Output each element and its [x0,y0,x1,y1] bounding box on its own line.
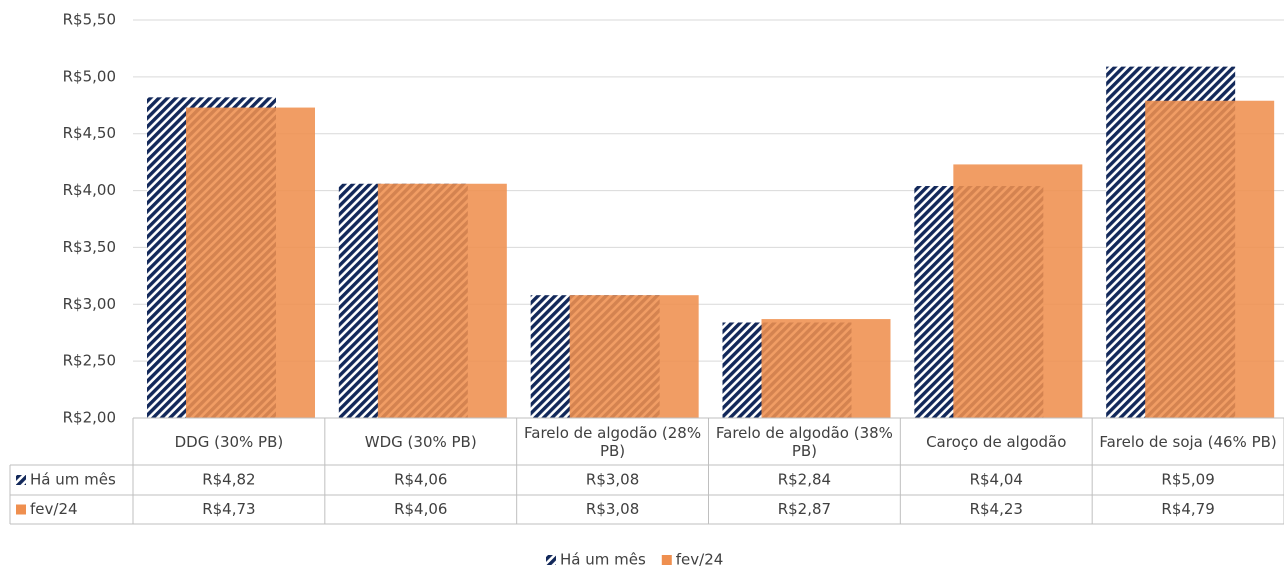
y-tick-label: R$4,50 [63,124,116,142]
table-value: R$4,82 [202,471,255,489]
y-tick-label: R$2,00 [63,409,116,427]
table-value: R$4,06 [394,500,447,518]
bar [569,295,699,418]
table-series-name: fev/24 [30,500,78,518]
category-label-box: Caroço de algodão [926,432,1067,451]
y-tick-label: R$3,00 [63,295,116,313]
table-value: R$2,84 [778,471,831,489]
category-label: Farelo de algodão (28% PB) [524,423,702,460]
category-label: Farelo de algodão (38% PB) [715,423,893,460]
category-label: DDG (30% PB) [174,432,284,451]
table-value: R$5,09 [1161,471,1214,489]
category-label-box: Farelo de algodão (38% PB) [715,423,893,460]
table-value: R$3,08 [586,500,639,518]
category-label-box: Farelo de algodão (28% PB) [524,423,702,460]
category-label-box: Farelo de soja (46% PB) [1099,432,1277,451]
table-value: R$4,23 [970,500,1023,518]
y-tick-label: R$2,50 [63,352,116,370]
category-label: Farelo de soja (46% PB) [1099,432,1277,451]
bar [377,183,507,418]
bar [186,107,315,418]
table-series-name: Há um mês [30,471,116,489]
table-value: R$4,79 [1161,500,1214,518]
category-label-box: WDG (30% PB) [364,432,477,451]
category-label: Caroço de algodão [926,432,1067,451]
legend-label: fev/24 [676,551,724,569]
category-label-box: DDG (30% PB) [174,432,284,451]
table-value: R$2,87 [778,500,831,518]
legend-key [546,555,556,565]
table-value: R$4,04 [970,471,1023,489]
table-value: R$3,08 [586,471,639,489]
legend-key [661,555,672,565]
table-value: R$4,73 [202,500,255,518]
category-label: WDG (30% PB) [364,432,477,451]
legend-label: Há um mês [560,551,646,569]
y-tick-label: R$3,50 [63,238,116,256]
bar [761,319,891,418]
table-legend-key [16,475,26,485]
table-legend-key [16,504,26,515]
bar [1145,100,1275,418]
y-tick-label: R$5,50 [63,11,116,29]
y-tick-label: R$4,00 [63,181,116,199]
bar [953,164,1083,418]
y-tick-label: R$5,00 [63,67,116,85]
table-value: R$4,06 [394,471,447,489]
